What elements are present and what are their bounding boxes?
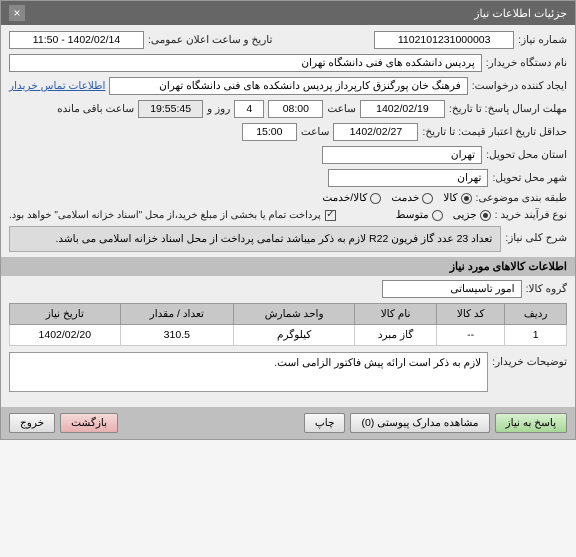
respond-button[interactable]: پاسخ به نیاز — [495, 413, 567, 433]
radio-kala[interactable] — [461, 193, 472, 204]
buytype-label: نوع فرآیند خرید : — [495, 209, 567, 221]
td-qty: 310.5 — [120, 325, 233, 346]
goods-table: ردیف کد کالا نام کالا واحد شمارش تعداد /… — [9, 303, 567, 346]
need-no: 1102101231000003 — [374, 31, 514, 49]
hour-label-2: ساعت — [301, 126, 330, 138]
buyer-label: نام دستگاه خریدار: — [486, 57, 567, 69]
table-row: 1 -- گاز مبرد کیلوگرم 310.5 1402/02/20 — [10, 325, 567, 346]
group-value: امور تاسیساتی — [382, 280, 522, 298]
group-label: گروه کالا: — [526, 283, 567, 295]
hour-label-1: ساعت — [327, 103, 356, 115]
th-name: نام کالا — [355, 304, 437, 325]
footer: پاسخ به نیاز مشاهده مدارک پیوستی (0) چاپ… — [1, 407, 575, 439]
validity-hour: 15:00 — [242, 123, 297, 141]
announce-label: تاریخ و ساعت اعلان عمومی: — [148, 34, 272, 46]
city-del: تهران — [328, 169, 488, 187]
buytype-radios: جزیی متوسط — [396, 209, 491, 221]
summary-label: شرح کلی نیاز: — [505, 226, 567, 252]
buyer-value: پردیس دانشکده های فنی دانشگاه تهران — [9, 54, 482, 72]
radio-medium[interactable] — [432, 210, 443, 221]
remain-label: ساعت باقی مانده — [57, 103, 134, 115]
validity-label: حداقل تاریخ اعتبار قیمت: تا تاریخ: — [422, 126, 567, 138]
city-req-label: استان محل تحویل: — [486, 149, 567, 161]
category-radios: کالا خدمت کالا/خدمت — [322, 192, 471, 204]
deadline-hour: 08:00 — [268, 100, 323, 118]
notes-label: توضیحات خریدار: — [492, 352, 567, 368]
requester-value: فرهنگ خان پورگنزق کارپرداز پردیس دانشکده… — [109, 77, 467, 95]
td-date: 1402/02/20 — [10, 325, 121, 346]
summary-box: تعداد 23 عدد گاز فریون R22 لازم به ذکر م… — [9, 226, 501, 252]
need-details-panel: جزئیات اطلاعات نیاز × شماره نیاز: 110210… — [0, 0, 576, 440]
panel-body: شماره نیاز: 1102101231000003 تاریخ و ساع… — [1, 25, 575, 403]
exit-button[interactable]: خروج — [9, 413, 55, 433]
th-qty: تعداد / مقدار — [120, 304, 233, 325]
back-button[interactable]: بازگشت — [60, 413, 118, 433]
city-req: تهران — [322, 146, 482, 164]
notes-box: لازم به ذکر است ارائه پیش فاکتور الزامی … — [9, 352, 488, 392]
th-row: ردیف — [505, 304, 567, 325]
td-row: 1 — [505, 325, 567, 346]
attachments-button[interactable]: مشاهده مدارک پیوستی (0) — [350, 413, 489, 433]
deadline-label: مهلت ارسال پاسخ: تا تاریخ: — [449, 103, 567, 115]
radio-khadamat[interactable] — [422, 193, 433, 204]
validity-date: 1402/02/27 — [333, 123, 418, 141]
deadline-date: 1402/02/19 — [360, 100, 445, 118]
goods-section-title: اطلاعات کالاهای مورد نیاز — [1, 257, 575, 276]
td-code: -- — [436, 325, 504, 346]
category-label: طبقه بندی موضوعی: — [476, 192, 567, 204]
day-label: روز و — [207, 103, 230, 115]
th-date: تاریخ نیاز — [10, 304, 121, 325]
td-name: گاز مبرد — [355, 325, 437, 346]
requester-label: ایجاد کننده درخواست: — [472, 80, 567, 92]
panel-header: جزئیات اطلاعات نیاز × — [1, 1, 575, 25]
announce-value: 1402/02/14 - 11:50 — [9, 31, 144, 49]
td-unit: کیلوگرم — [234, 325, 355, 346]
days: 4 — [234, 100, 264, 118]
city-del-label: شهر محل تحویل: — [492, 172, 567, 184]
radio-small[interactable] — [480, 210, 491, 221]
remain-time: 19:55:45 — [138, 100, 203, 118]
th-unit: واحد شمارش — [234, 304, 355, 325]
close-icon[interactable]: × — [9, 5, 25, 21]
treasury-checkbox[interactable] — [325, 210, 336, 221]
need-no-label: شماره نیاز: — [518, 34, 567, 46]
print-button[interactable]: چاپ — [304, 413, 346, 433]
th-code: کد کالا — [436, 304, 504, 325]
contact-link[interactable]: اطلاعات تماس خریدار — [9, 80, 105, 92]
panel-title: جزئیات اطلاعات نیاز — [474, 7, 567, 20]
radio-both[interactable] — [370, 193, 381, 204]
treasury-note: پرداخت تمام یا بخشی از مبلغ خرید،از محل … — [9, 210, 321, 221]
